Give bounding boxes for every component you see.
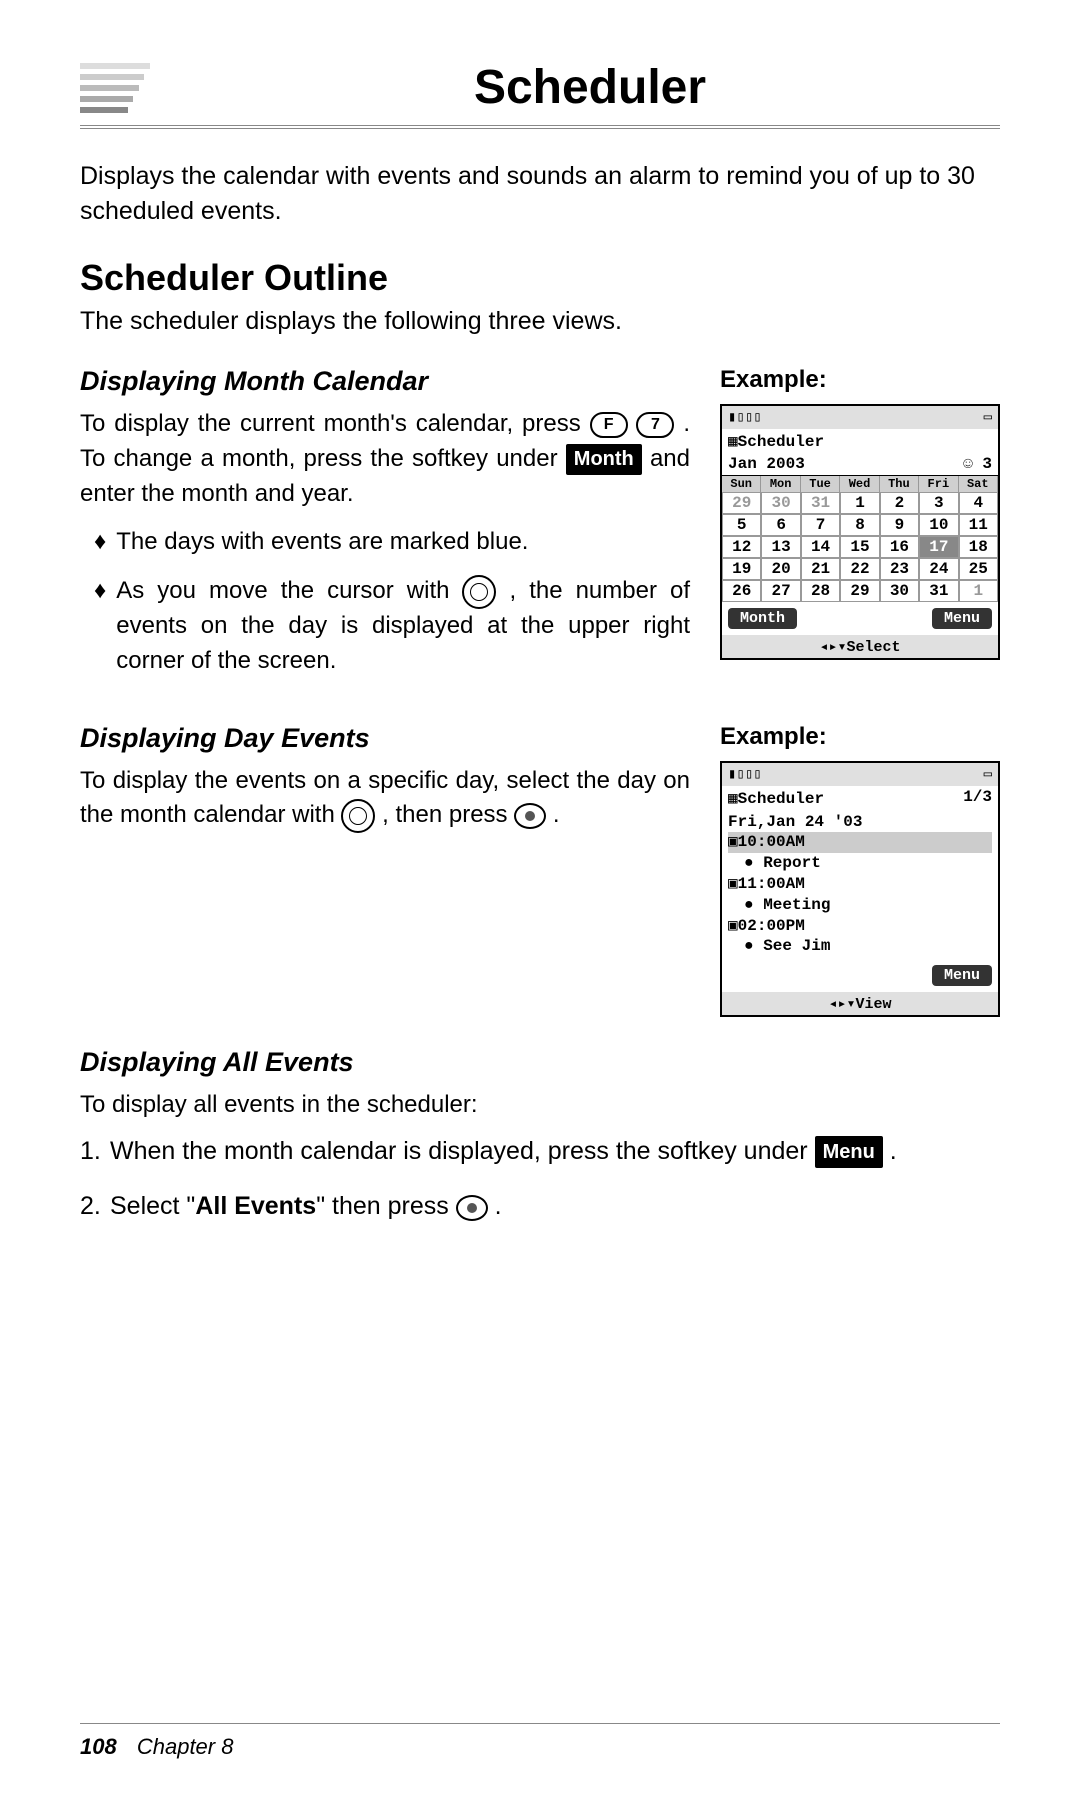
step-number: 2. bbox=[80, 1188, 110, 1226]
center-key-icon bbox=[514, 803, 546, 829]
cal-cell: 30 bbox=[761, 492, 800, 514]
cal-cell: 17 bbox=[919, 536, 958, 558]
dow-cell: Sun bbox=[722, 476, 761, 492]
battery-icon: ▭ bbox=[984, 766, 992, 783]
select-hint: ◂▸▾Select bbox=[722, 635, 998, 658]
month-paragraph: To display the current month's calendar,… bbox=[80, 407, 690, 511]
dow-cell: Mon bbox=[761, 476, 800, 492]
cal-cell: 1 bbox=[959, 580, 998, 602]
header-stripes-icon bbox=[80, 63, 150, 113]
event-time: ▣11:00AM bbox=[728, 874, 992, 895]
nav-key-icon bbox=[341, 799, 375, 833]
cal-cell: 15 bbox=[840, 536, 879, 558]
intro-text: Displays the calendar with events and so… bbox=[80, 159, 1000, 229]
seven-key-icon: 7 bbox=[636, 412, 674, 438]
step2-text: Select "All Events" then press . bbox=[110, 1188, 1000, 1226]
cal-cell: 20 bbox=[761, 558, 800, 580]
cal-cell: 16 bbox=[880, 536, 919, 558]
phone-month-screen: ▮▯▯▯▭ ▦Scheduler Jan 2003☺ 3 SunMonTueWe… bbox=[720, 404, 1000, 660]
all-heading: Displaying All Events bbox=[80, 1047, 1000, 1078]
cal-cell: 3 bbox=[919, 492, 958, 514]
cal-cell: 5 bbox=[722, 514, 761, 536]
cal-cell: 30 bbox=[880, 580, 919, 602]
example-label: Example: bbox=[720, 366, 1000, 394]
view-hint: ◂▸▾View bbox=[722, 992, 998, 1015]
dow-cell: Wed bbox=[840, 476, 879, 492]
cal-cell: 27 bbox=[761, 580, 800, 602]
cal-cell: 18 bbox=[959, 536, 998, 558]
cal-cell: 21 bbox=[801, 558, 840, 580]
cal-cell: 31 bbox=[801, 492, 840, 514]
cal-cell: 11 bbox=[959, 514, 998, 536]
outline-sub: The scheduler displays the following thr… bbox=[80, 307, 1000, 336]
softkey-menu: Menu bbox=[932, 608, 992, 629]
nav-key-icon bbox=[462, 575, 496, 609]
step-number: 1. bbox=[80, 1133, 110, 1171]
month-heading: Displaying Month Calendar bbox=[80, 366, 690, 397]
step1-text: When the month calendar is displayed, pr… bbox=[110, 1133, 1000, 1171]
f-key-icon: F bbox=[590, 412, 628, 438]
month-bullet2: As you move the cursor with , the number… bbox=[116, 574, 690, 678]
cal-cell: 28 bbox=[801, 580, 840, 602]
cal-cell: 26 bbox=[722, 580, 761, 602]
all-paragraph: To display all events in the scheduler: bbox=[80, 1088, 1000, 1123]
day-heading: Displaying Day Events bbox=[80, 723, 690, 754]
softkey-menu: Menu bbox=[932, 965, 992, 986]
dow-cell: Tue bbox=[801, 476, 840, 492]
dow-cell: Fri bbox=[919, 476, 958, 492]
cal-cell: 29 bbox=[722, 492, 761, 514]
bullet-icon: ♦ bbox=[94, 525, 106, 560]
page-footer: 108 Chapter 8 bbox=[80, 1723, 1000, 1760]
cal-cell: 14 bbox=[801, 536, 840, 558]
event-label: ● Report bbox=[728, 853, 992, 874]
bullet-icon: ♦ bbox=[94, 574, 106, 678]
month-softkey-label: Month bbox=[566, 444, 642, 475]
signal-icon: ▮▯▯▯ bbox=[728, 766, 762, 783]
cal-cell: 7 bbox=[801, 514, 840, 536]
page-header: Scheduler bbox=[80, 60, 1000, 129]
cal-cell: 10 bbox=[919, 514, 958, 536]
battery-icon: ▭ bbox=[984, 409, 992, 426]
menu-softkey-label: Menu bbox=[815, 1136, 883, 1168]
phone-day-screen: ▮▯▯▯▭ ▦Scheduler1/3 Fri,Jan 24 '03 ▣10:0… bbox=[720, 761, 1000, 1018]
outline-heading: Scheduler Outline bbox=[80, 257, 1000, 299]
event-label: ● Meeting bbox=[728, 895, 992, 916]
cal-cell: 23 bbox=[880, 558, 919, 580]
cal-cell: 25 bbox=[959, 558, 998, 580]
cal-cell: 31 bbox=[919, 580, 958, 602]
cal-cell: 19 bbox=[722, 558, 761, 580]
softkey-month: Month bbox=[728, 608, 797, 629]
event-label: ● See Jim bbox=[728, 936, 992, 957]
page-number: 108 bbox=[80, 1734, 117, 1759]
cal-cell: 29 bbox=[840, 580, 879, 602]
dow-cell: Sat bbox=[959, 476, 998, 492]
cal-cell: 9 bbox=[880, 514, 919, 536]
dow-cell: Thu bbox=[880, 476, 919, 492]
chapter-label: Chapter 8 bbox=[137, 1734, 234, 1759]
cal-cell: 13 bbox=[761, 536, 800, 558]
cal-cell: 24 bbox=[919, 558, 958, 580]
cal-cell: 2 bbox=[880, 492, 919, 514]
cal-cell: 8 bbox=[840, 514, 879, 536]
event-time: ▣02:00PM bbox=[728, 916, 992, 937]
example-label: Example: bbox=[720, 723, 1000, 751]
month-bullet1: The days with events are marked blue. bbox=[116, 525, 690, 560]
event-time: ▣10:00AM bbox=[728, 832, 992, 853]
cal-cell: 12 bbox=[722, 536, 761, 558]
cal-cell: 1 bbox=[840, 492, 879, 514]
center-key-icon bbox=[456, 1195, 488, 1221]
chapter-title: Scheduler bbox=[180, 60, 1000, 115]
cal-cell: 4 bbox=[959, 492, 998, 514]
day-paragraph: To display the events on a specific day,… bbox=[80, 764, 690, 834]
cal-cell: 6 bbox=[761, 514, 800, 536]
signal-icon: ▮▯▯▯ bbox=[728, 409, 762, 426]
cal-cell: 22 bbox=[840, 558, 879, 580]
